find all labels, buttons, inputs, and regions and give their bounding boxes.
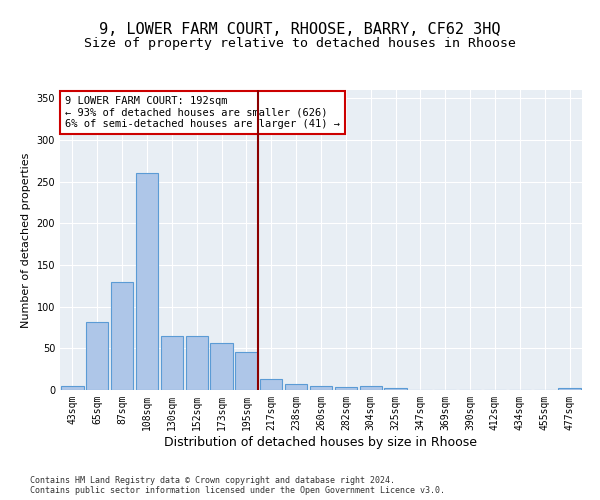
Bar (335, 386, 357, 390)
Bar (111, 282, 133, 390)
Bar (136, 172, 158, 390)
Bar (310, 386, 332, 390)
X-axis label: Distribution of detached houses by size in Rhoose: Distribution of detached houses by size … (164, 436, 478, 448)
Text: Contains HM Land Registry data © Crown copyright and database right 2024.
Contai: Contains HM Land Registry data © Crown c… (30, 476, 445, 495)
Bar (260, 379, 283, 390)
Text: 9 LOWER FARM COURT: 192sqm
← 93% of detached houses are smaller (626)
6% of semi: 9 LOWER FARM COURT: 192sqm ← 93% of deta… (65, 96, 340, 129)
Y-axis label: Number of detached properties: Number of detached properties (21, 152, 31, 328)
Bar (285, 384, 307, 390)
Bar (161, 336, 183, 390)
Bar (559, 388, 581, 390)
Bar (61, 386, 83, 390)
Text: Size of property relative to detached houses in Rhoose: Size of property relative to detached ho… (84, 38, 516, 51)
Bar (235, 352, 257, 390)
Bar (86, 322, 109, 390)
Bar (185, 336, 208, 390)
Bar (359, 386, 382, 390)
Text: 9, LOWER FARM COURT, RHOOSE, BARRY, CF62 3HQ: 9, LOWER FARM COURT, RHOOSE, BARRY, CF62… (99, 22, 501, 38)
Bar (211, 344, 233, 390)
Bar (385, 388, 407, 390)
